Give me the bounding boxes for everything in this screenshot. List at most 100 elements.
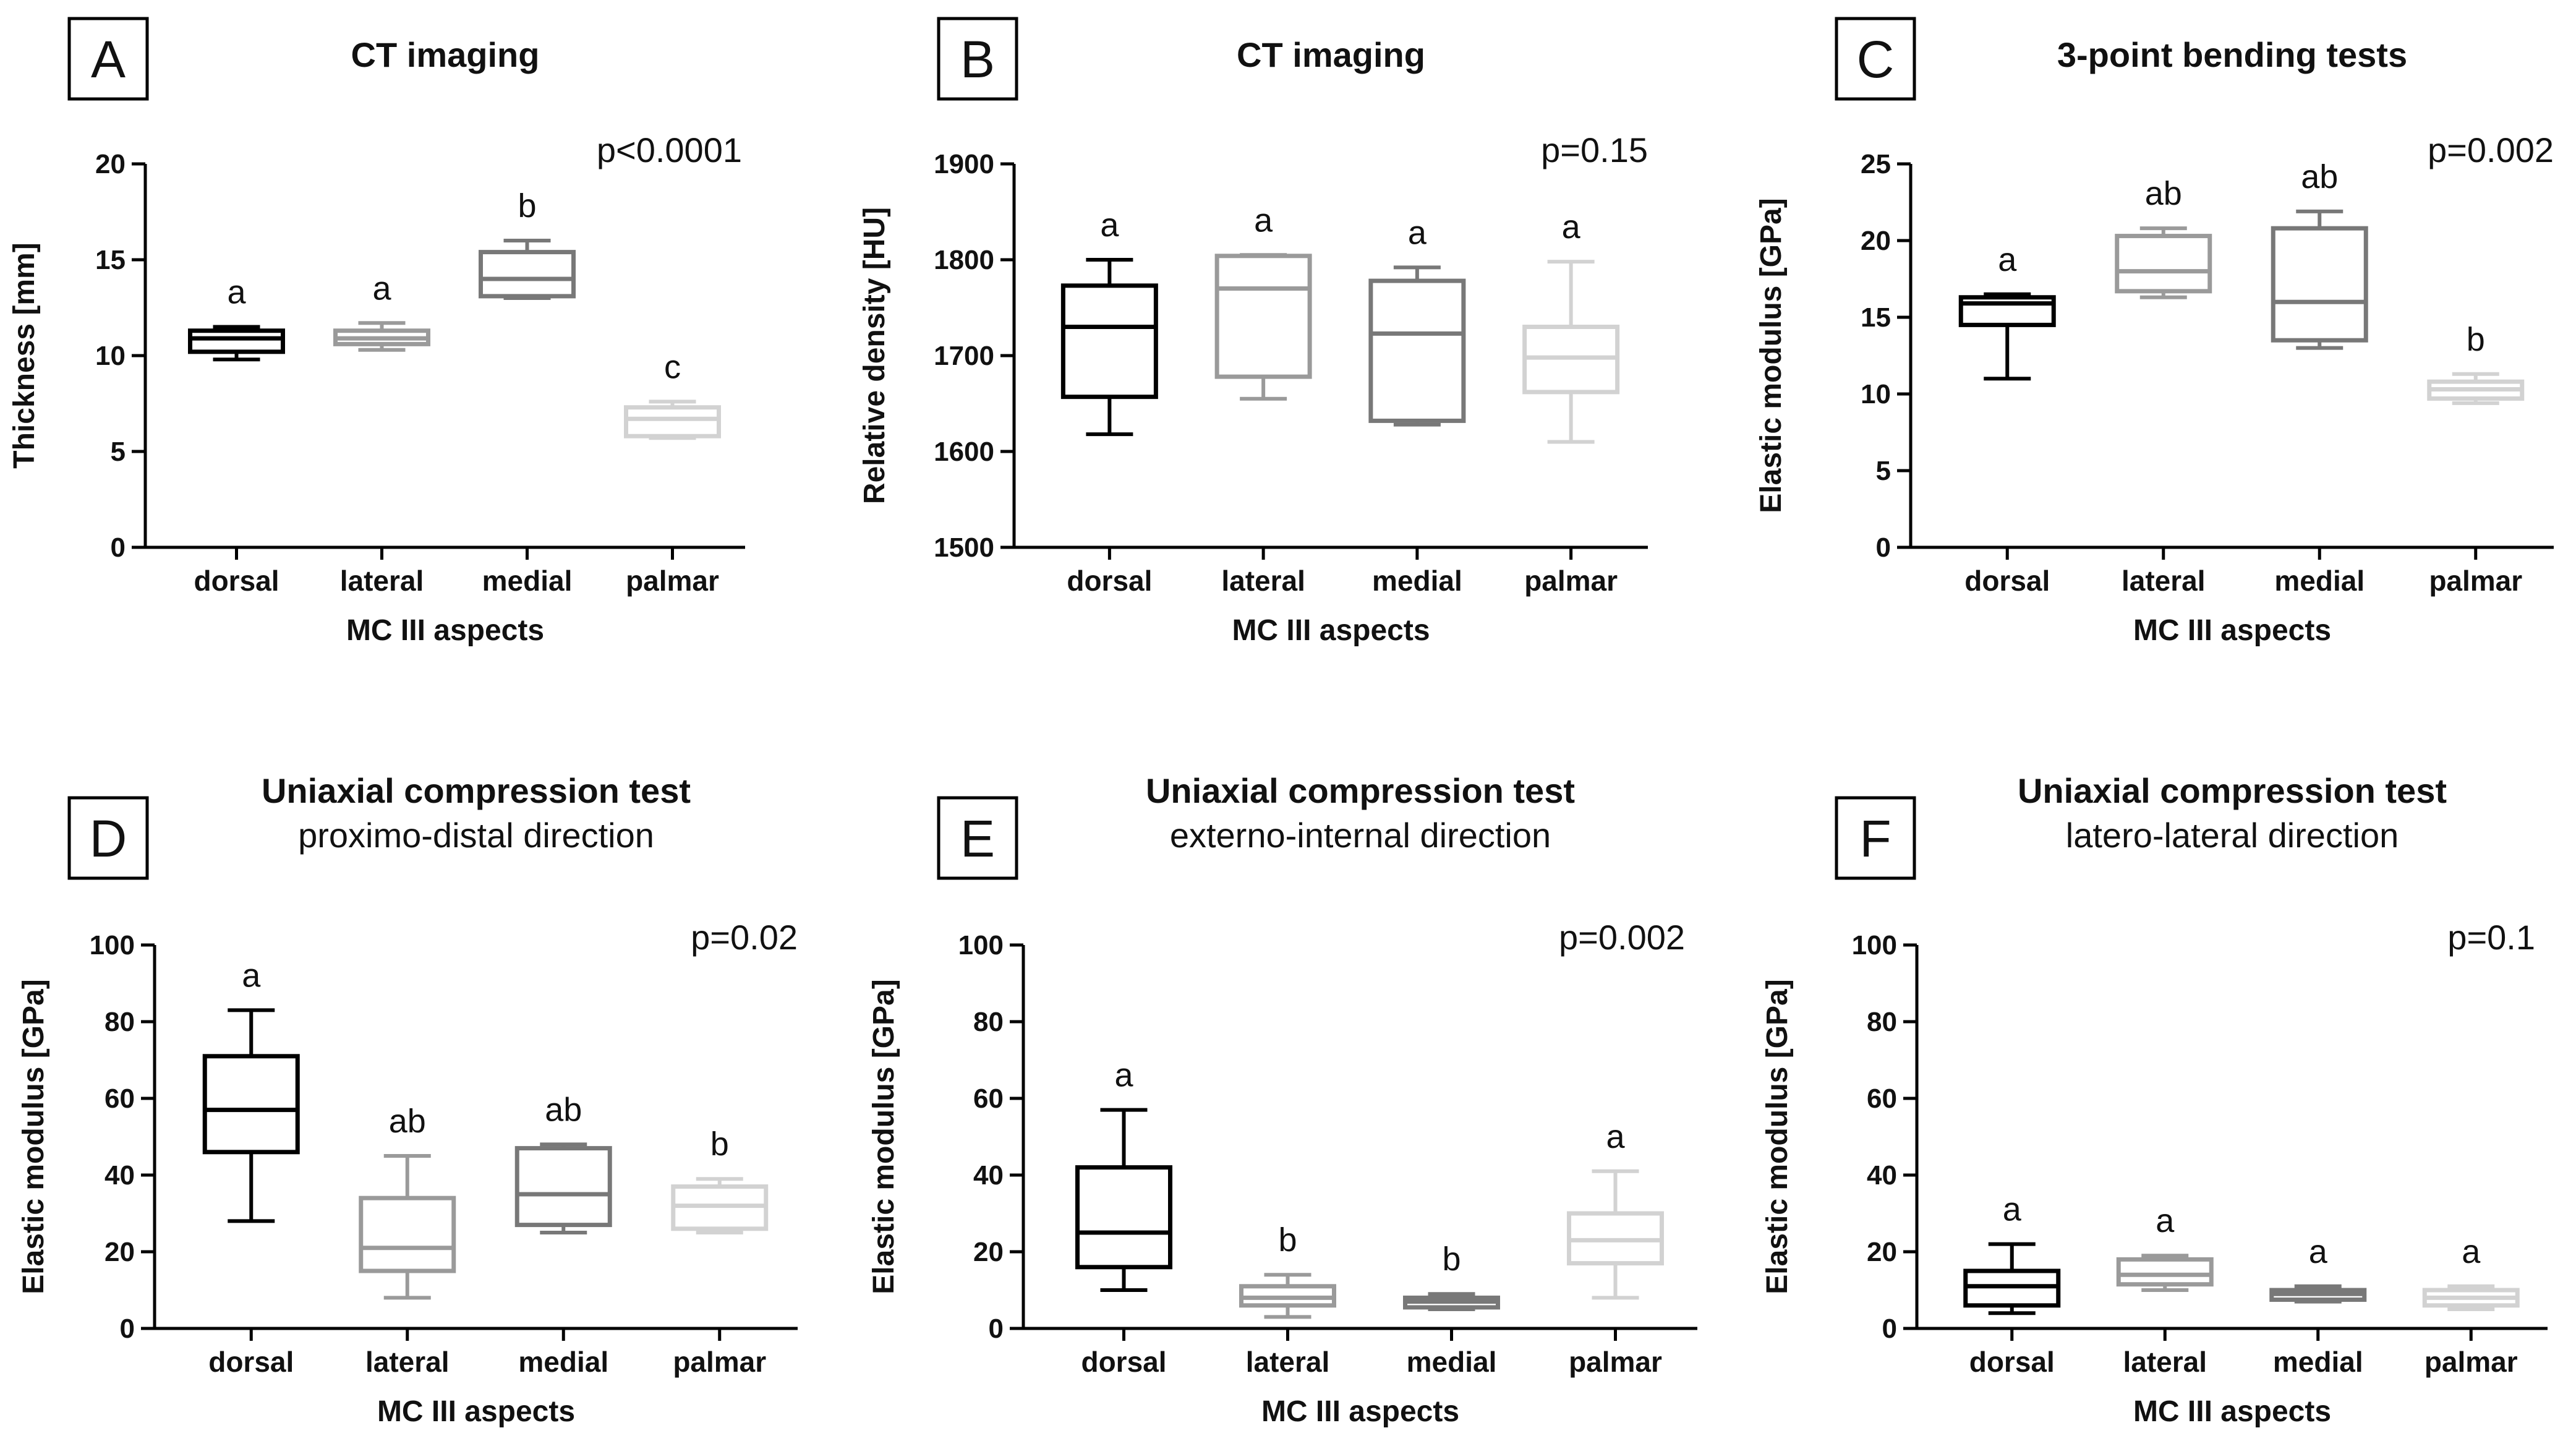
panel-letter-box — [67, 17, 149, 101]
chart-subtitle: proximo-distal direction — [298, 816, 654, 855]
panel-letter: F — [1859, 810, 1891, 868]
box-medial: medial a — [1368, 214, 1466, 597]
panel-letter-box — [937, 17, 1018, 101]
y-tick-label: 40 — [973, 1160, 1004, 1191]
x-category-label: lateral — [1221, 565, 1305, 597]
p-value: p=0.002 — [1559, 918, 1685, 957]
p-value: p<0.0001 — [597, 130, 742, 169]
x-category-label: dorsal — [1969, 1346, 2055, 1378]
box-medial: medial ab — [514, 1091, 612, 1378]
significance-letter: a — [1100, 207, 1119, 244]
y-tick-label: 80 — [1867, 1007, 1897, 1037]
x-category-label: palmar — [2429, 565, 2522, 597]
box-palmar: palmar b — [671, 1126, 769, 1378]
x-category-label: lateral — [365, 1346, 450, 1378]
y-tick-label: 40 — [104, 1160, 135, 1191]
box-dorsal: dorsal a — [1075, 1057, 1172, 1378]
chart-title: Uniaxial compression test — [262, 771, 691, 810]
x-axis-label: MC III aspects — [346, 614, 544, 647]
significance-letter: a — [1606, 1118, 1625, 1155]
x-category-label: lateral — [1246, 1346, 1330, 1378]
significance-letter: b — [1442, 1241, 1461, 1278]
x-category-label: palmar — [673, 1346, 766, 1378]
box-iqr — [188, 328, 285, 354]
box-iqr — [479, 250, 576, 299]
x-category-label: medial — [2273, 1346, 2363, 1378]
significance-letter: a — [242, 957, 261, 994]
panel-letter-box — [1835, 17, 1916, 101]
x-category-label: medial — [1372, 565, 1462, 597]
y-axis-label: Thickness [mm] — [8, 242, 41, 468]
y-tick-label: 1500 — [934, 532, 994, 563]
p-value: p=0.02 — [691, 918, 798, 957]
x-axis-label: MC III aspects — [1232, 614, 1430, 647]
x-category-label: lateral — [340, 565, 424, 597]
box-dorsal: dorsal a — [188, 274, 285, 597]
y-tick-label: 0 — [1876, 532, 1891, 563]
significance-letter: ab — [545, 1091, 582, 1128]
y-tick-label: 60 — [1867, 1084, 1897, 1114]
panel-letter-box — [1835, 796, 1916, 880]
x-category-label: palmar — [2425, 1346, 2518, 1378]
box-dorsal: dorsal a — [1060, 207, 1158, 597]
box-iqr — [359, 1195, 456, 1273]
significance-letter: a — [2003, 1191, 2022, 1228]
y-tick-label: 80 — [104, 1007, 135, 1037]
p-value: p=0.15 — [1541, 130, 1648, 169]
y-tick-label: 60 — [973, 1084, 1004, 1114]
y-tick-label: 15 — [1861, 302, 1891, 333]
x-category-label: dorsal — [208, 1346, 294, 1378]
significance-letter: a — [1998, 241, 2017, 278]
panel-letter: E — [960, 810, 995, 868]
significance-letter: a — [2309, 1233, 2328, 1270]
x-category-label: medial — [518, 1346, 608, 1378]
panel-d: D Uniaxial compression test proximo-distal… — [17, 771, 798, 1428]
panel-e: E Uniaxial compression test externo-intern… — [868, 771, 1697, 1428]
y-tick-label: 10 — [95, 341, 126, 371]
box-lateral: lateral a — [333, 270, 430, 597]
box-medial: medial b — [479, 187, 576, 597]
box-dorsal: dorsal a — [1963, 1191, 2061, 1378]
chart-title: Uniaxial compression test — [2018, 771, 2447, 810]
p-value: p=0.002 — [2428, 130, 2554, 169]
significance-letter: a — [1562, 208, 1581, 246]
significance-letter: a — [1254, 202, 1273, 239]
y-tick-label: 5 — [1876, 456, 1891, 486]
box-iqr — [2116, 1257, 2214, 1287]
y-tick-label: 20 — [104, 1237, 135, 1267]
y-tick-label: 20 — [973, 1237, 1004, 1267]
x-category-label: dorsal — [1067, 565, 1152, 597]
x-axis-label: MC III aspects — [2133, 1395, 2331, 1428]
y-axis-label: Elastic modulus [GPa] — [1761, 979, 1794, 1294]
y-tick-label: 15 — [95, 245, 126, 275]
box-lateral: lateral a — [1214, 202, 1312, 597]
significance-letter: a — [372, 270, 391, 307]
y-tick-label: 25 — [1861, 149, 1891, 179]
box-iqr — [1214, 254, 1312, 379]
box-iqr — [1075, 1165, 1172, 1270]
chart-title: Uniaxial compression test — [1146, 771, 1575, 810]
significance-letter: b — [2467, 321, 2485, 358]
significance-letter: b — [1278, 1221, 1297, 1259]
y-tick-label: 1900 — [934, 149, 994, 179]
y-tick-label: 60 — [104, 1084, 135, 1114]
significance-letter: a — [227, 274, 246, 311]
x-category-label: medial — [2274, 565, 2365, 597]
x-axis-label: MC III aspects — [2133, 614, 2331, 647]
x-category-label: palmar — [626, 565, 719, 597]
box-dorsal: dorsal a — [202, 957, 300, 1378]
box-iqr — [202, 1054, 300, 1155]
box-medial: medial a — [2269, 1233, 2367, 1378]
y-tick-label: 80 — [973, 1007, 1004, 1037]
box-medial: medial b — [1403, 1241, 1500, 1378]
y-tick-label: 1700 — [934, 341, 994, 371]
chart-title: CT imaging — [351, 35, 540, 74]
significance-letter: ab — [2301, 158, 2338, 195]
box-palmar: palmar b — [2427, 321, 2525, 597]
x-axis-label: MC III aspects — [377, 1395, 575, 1428]
y-axis-label: Elastic modulus [GPa] — [17, 979, 50, 1294]
box-lateral: lateral a — [2116, 1202, 2214, 1378]
box-iqr — [624, 405, 721, 438]
significance-letter: a — [1114, 1057, 1133, 1094]
y-tick-label: 20 — [95, 149, 126, 179]
